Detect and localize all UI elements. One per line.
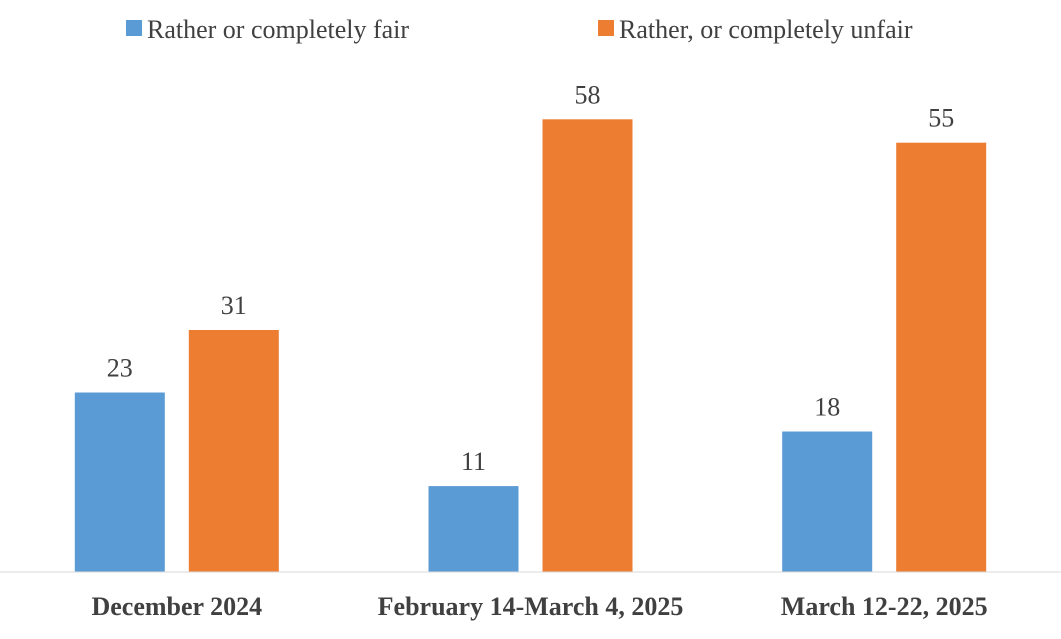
legend-swatch-unfair bbox=[598, 20, 614, 36]
bar-december-2024-series-0 bbox=[74, 392, 165, 572]
bar-february-14-march-4-2025-series-0 bbox=[428, 486, 519, 572]
legend: Rather or completely fair Rather, or com… bbox=[126, 15, 913, 44]
data-label-february-14-march-4-2025-series-1: 58 bbox=[575, 80, 601, 109]
category-label-march-12-22-2025: March 12-22, 2025 bbox=[781, 592, 988, 621]
legend-label-fair: Rather or completely fair bbox=[147, 15, 409, 44]
category-label-december-2024: December 2024 bbox=[91, 592, 262, 621]
bar-december-2024-series-1 bbox=[188, 330, 279, 572]
data-label-december-2024-series-0: 23 bbox=[107, 354, 133, 383]
bars-group bbox=[74, 119, 987, 573]
data-label-march-12-22-2025-series-1: 55 bbox=[928, 104, 954, 133]
bar-march-12-22-2025-series-1 bbox=[896, 142, 987, 572]
legend-swatch-fair bbox=[126, 20, 142, 36]
data-label-march-12-22-2025-series-0: 18 bbox=[814, 393, 840, 422]
data-label-february-14-march-4-2025-series-0: 11 bbox=[461, 447, 486, 476]
legend-label-unfair: Rather, or completely unfair bbox=[619, 15, 913, 44]
category-label-february-14-march-4-2025: February 14-March 4, 2025 bbox=[378, 592, 684, 621]
value-labels-group: 23 31 11 58 18 55 bbox=[107, 80, 954, 476]
category-labels-group: December 2024 February 14-March 4, 2025 Ma… bbox=[91, 592, 987, 621]
bar-february-14-march-4-2025-series-1 bbox=[542, 119, 633, 573]
bar-march-12-22-2025-series-0 bbox=[782, 431, 873, 572]
data-label-december-2024-series-1: 31 bbox=[221, 291, 247, 320]
